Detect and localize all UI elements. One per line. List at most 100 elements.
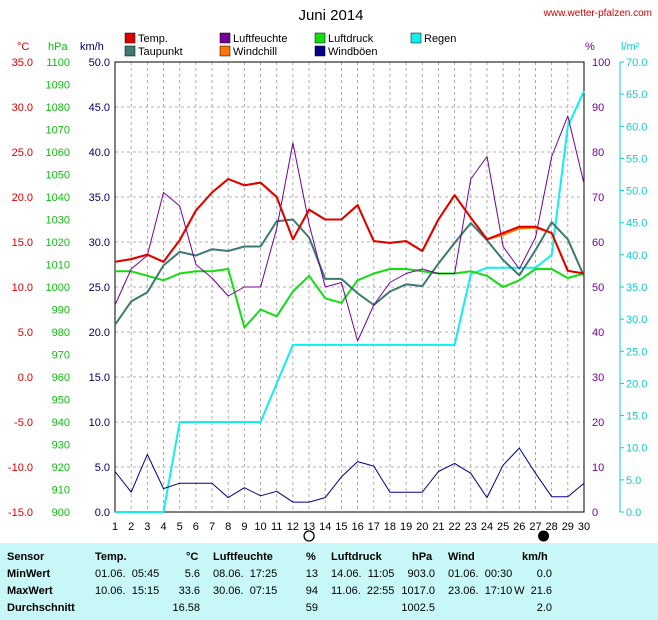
rain-axis-tick: 60.0 [626,121,647,133]
x-axis-tick: 4 [160,521,166,533]
humidity-axis-tick: 100 [592,57,610,69]
stats-header-pressure-unit: hPa [412,551,433,563]
axes: 35.030.025.020.015.010.05.00.0-5.0-10.0-… [8,57,648,533]
humidity-axis-tick: 70 [592,192,604,204]
x-axis-tick: 9 [241,521,247,533]
rain-axis-tick: 45.0 [626,218,647,230]
x-axis-tick: 11 [271,521,282,533]
rain-axis-tick: 35.0 [626,282,647,294]
pressure-axis-tick: 910 [52,485,70,497]
unit-wind: km/h [80,41,104,53]
temp-axis-tick: 25.0 [12,147,33,159]
wind-axis-tick: 50.0 [89,57,110,69]
x-axis-tick: 10 [254,521,266,533]
temp-axis-tick: -5.0 [14,417,33,429]
humidity-axis-tick: 60 [592,237,604,249]
legend-pressure: Luftdruck [314,32,374,45]
wind-axis-tick: 40.0 [89,147,110,159]
series-line-temp [114,178,585,275]
stats-max-hum-time: 30.06. 07:15 [213,585,278,597]
full-moon-icon [303,530,315,542]
stats-min-hum-value: 13 [305,568,318,580]
x-axis-tick: 6 [193,521,199,533]
wind-axis-tick: 35.0 [89,192,110,204]
x-axis-tick: 22 [448,521,460,533]
pressure-axis-tick: 1070 [46,125,70,137]
source-url[interactable]: www.wetter-pfalzen.com [543,8,652,19]
temp-axis-tick: 30.0 [12,102,33,114]
series-line-gust [114,447,585,503]
legend-humidity: Luftfeuchte [219,32,287,45]
legend-swatch-rain [410,32,422,44]
legend-label-pressure: Luftdruck [328,33,374,45]
legend-swatch-humidity [219,32,231,44]
x-axis-tick: 2 [128,521,134,533]
temp-axis-tick: 35.0 [12,57,33,69]
legend-label-gust: Windböen [328,46,378,58]
humidity-axis-tick: 30 [592,372,604,384]
wind-axis-tick: 25.0 [89,282,110,294]
wind-axis-tick: 20.0 [89,327,110,339]
stats-header-humidity: Luftfeuchte [213,551,273,563]
rain-axis-tick: 5.0 [626,475,641,487]
stats-max-hum-value: 94 [305,585,318,597]
legend-label-rain: Regen [424,33,456,45]
stats-max-press-value: 1017.0 [401,585,435,597]
x-axis-tick: 19 [400,521,412,533]
weather-chart: Juni 2014 www.wetter-pfalzen.com °C hPa … [8,7,652,542]
stats-header-temp-unit: °C [186,551,199,563]
chart-title: Juni 2014 [298,7,363,24]
series-line-humidity [114,115,585,342]
stats-avg-wind-value: 2.0 [536,602,552,614]
stats-max-wind-time: 23.06. 17:10 [448,585,513,597]
stats-avg-temp-value: 16.58 [172,602,200,614]
stats-min-wind-time: 01.06. 00:30 [448,568,513,580]
humidity-axis-tick: 10 [592,462,604,474]
wind-axis-tick: 0.0 [95,507,110,519]
rain-axis-tick: 30.0 [626,314,647,326]
rain-axis-tick: 40.0 [626,250,647,262]
pressure-axis-tick: 930 [52,440,70,452]
legend-swatch-windchill [219,45,231,57]
legend-rain: Regen [410,32,456,45]
stats-min-temp-value: 5.6 [184,568,200,580]
series-line-rain [115,90,585,513]
stats-min-wind-value: 0.0 [536,568,552,580]
pressure-axis-tick: 960 [52,372,70,384]
statistics-table: Sensor Temp. °C Luftfeuchte % Luftdruck … [0,543,658,620]
stats-max-temp-time: 10.06. 15:15 [95,585,160,597]
stats-max-wind-value: W 21.6 [514,585,552,597]
temp-axis-tick: 20.0 [12,192,33,204]
pressure-axis-tick: 990 [52,305,70,317]
temp-axis-tick: 5.0 [18,327,33,339]
x-axis-tick: 12 [287,521,299,533]
x-axis-tick: 8 [225,521,231,533]
x-axis-tick: 20 [416,521,428,533]
rain-axis-tick: 20.0 [626,378,647,390]
legend-swatch-dewpoint [124,45,136,57]
x-axis-tick: 25 [497,521,509,533]
temp-axis-tick: 0.0 [18,372,33,384]
temp-axis-tick: -15.0 [8,507,33,519]
rain-axis-tick: 10.0 [626,443,647,455]
pressure-axis-tick: 980 [52,327,70,339]
temp-axis-tick: -10.0 [8,462,33,474]
humidity-axis-tick: 20 [592,417,604,429]
legend-swatch-gust [314,45,326,57]
legend-label-dewpoint: Taupunkt [138,46,183,58]
humidity-axis-tick: 40 [592,327,604,339]
pressure-axis-tick: 1030 [46,215,70,227]
wind-axis-tick: 30.0 [89,237,110,249]
stats-row-min-label: MinWert [7,568,51,580]
unit-pressure: hPa [48,41,68,53]
temp-axis-tick: 10.0 [12,282,33,294]
x-axis-tick: 28 [546,521,558,533]
x-axis-tick: 24 [481,521,493,533]
unit-humidity: % [585,41,595,53]
stats-header-wind-unit: km/h [522,551,548,563]
humidity-axis-tick: 50 [592,282,604,294]
rain-axis-tick: 25.0 [626,346,647,358]
x-axis-tick: 15 [335,521,347,533]
stats-min-press-value: 903.0 [407,568,435,580]
wind-axis-tick: 45.0 [89,102,110,114]
